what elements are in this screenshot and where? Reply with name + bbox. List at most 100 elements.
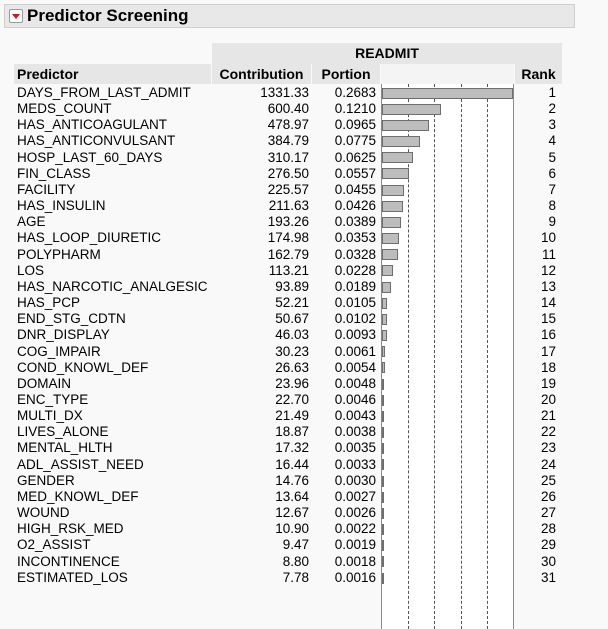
portion-bar <box>382 491 384 503</box>
portion-bar <box>382 136 420 147</box>
table-row[interactable]: MEDS_COUNT 600.40 0.1210 2 <box>14 101 562 117</box>
predictor-cell: POLYPHARM <box>17 246 101 262</box>
portion-bar <box>382 443 384 455</box>
portion-cell: 0.0557 <box>334 165 376 181</box>
table-row[interactable]: ADL_ASSIST_NEED 16.44 0.0033 24 <box>14 457 562 473</box>
portion-bar <box>382 475 384 487</box>
predictor-cell: DNR_DISPLAY <box>17 327 110 343</box>
contribution-cell: 12.67 <box>275 505 309 521</box>
contribution-cell: 7.78 <box>282 569 309 585</box>
rank-cell: 3 <box>548 117 556 133</box>
predictor-cell: LOS <box>17 262 45 278</box>
column-header-rank[interactable]: Rank <box>515 64 562 84</box>
contribution-cell: 162.79 <box>267 246 309 262</box>
portion-cell: 0.0027 <box>334 488 376 504</box>
table-row[interactable]: FACILITY 225.57 0.0455 7 <box>14 182 562 198</box>
portion-cell: 0.0328 <box>334 246 376 262</box>
column-header-portion[interactable]: Portion <box>312 64 380 84</box>
rank-cell: 15 <box>540 311 556 327</box>
table-row[interactable]: COG_IMPAIR 30.23 0.0061 17 <box>14 344 562 360</box>
predictor-cell: INCONTINENCE <box>17 553 120 569</box>
portion-cell: 0.0054 <box>334 359 376 375</box>
portion-bar-chart <box>381 84 514 629</box>
contribution-cell: 310.17 <box>267 149 309 165</box>
contribution-cell: 93.89 <box>275 278 309 294</box>
predictor-cell: HIGH_RSK_MED <box>17 521 124 537</box>
table-row[interactable]: END_STG_CDTN 50.67 0.0102 15 <box>14 311 562 327</box>
outline-header: Predictor Screening <box>4 4 575 28</box>
table-row[interactable]: HAS_PCP 52.21 0.0105 14 <box>14 295 562 311</box>
predictor-cell: HAS_ANTICONVULSANT <box>17 133 176 149</box>
predictor-cell: MED_KNOWL_DEF <box>17 488 139 504</box>
predictor-cell: GENDER <box>17 472 75 488</box>
rank-cell: 2 <box>548 101 556 117</box>
table-row[interactable]: POLYPHARM 162.79 0.0328 11 <box>14 247 562 263</box>
table-row[interactable]: HAS_NARCOTIC_ANALGESIC 93.89 0.0189 13 <box>14 279 562 295</box>
table-row[interactable]: GENDER 14.76 0.0030 25 <box>14 473 562 489</box>
group-header-readmit: READMIT <box>212 43 562 64</box>
column-header-predictor[interactable]: Predictor <box>14 64 211 84</box>
portion-bar <box>382 249 398 261</box>
table-row[interactable]: DAYS_FROM_LAST_ADMIT 1331.33 0.2683 1 <box>14 85 562 101</box>
table-row[interactable]: MULTI_DX 21.49 0.0043 21 <box>14 408 562 424</box>
contribution-cell: 26.63 <box>275 359 309 375</box>
predictor-cell: ADL_ASSIST_NEED <box>17 456 144 472</box>
portion-cell: 0.0965 <box>334 117 376 133</box>
table-row[interactable]: HAS_INSULIN 211.63 0.0426 8 <box>14 198 562 214</box>
contribution-cell: 14.76 <box>275 472 309 488</box>
portion-cell: 0.0026 <box>334 505 376 521</box>
table-row[interactable]: WOUND 12.67 0.0026 27 <box>14 505 562 521</box>
table-row[interactable]: AGE 193.26 0.0389 9 <box>14 214 562 230</box>
disclosure-triangle-icon[interactable] <box>9 9 23 23</box>
rank-cell: 27 <box>540 505 556 521</box>
table-row[interactable]: MENTAL_HLTH 17.32 0.0035 23 <box>14 440 562 456</box>
predictor-cell: FIN_CLASS <box>17 165 91 181</box>
portion-cell: 0.0093 <box>334 327 376 343</box>
column-header-contribution[interactable]: Contribution <box>212 64 311 84</box>
predictor-cell: COG_IMPAIR <box>17 343 101 359</box>
contribution-cell: 16.44 <box>275 456 309 472</box>
table-row[interactable]: INCONTINENCE 8.80 0.0018 30 <box>14 554 562 570</box>
predictor-cell: FACILITY <box>17 181 76 197</box>
portion-bar <box>382 168 410 180</box>
predictor-cell: O2_ASSIST <box>17 537 91 553</box>
portion-cell: 0.0016 <box>334 569 376 585</box>
portion-bar <box>382 281 392 293</box>
table-row[interactable]: LIVES_ALONE 18.87 0.0038 22 <box>14 424 562 440</box>
predictor-cell: ESTIMATED_LOS <box>17 569 128 585</box>
portion-cell: 0.0043 <box>334 408 376 424</box>
contribution-cell: 193.26 <box>267 214 309 230</box>
contribution-cell: 17.32 <box>275 440 309 456</box>
predictor-cell: WOUND <box>17 505 70 521</box>
table-row[interactable]: HAS_ANTICOAGULANT 478.97 0.0965 3 <box>14 117 562 133</box>
table-row[interactable]: O2_ASSIST 9.47 0.0019 29 <box>14 537 562 553</box>
portion-bar <box>382 362 385 374</box>
portion-cell: 0.0030 <box>334 472 376 488</box>
table-row[interactable]: HAS_LOOP_DIURETIC 174.98 0.0353 10 <box>14 230 562 246</box>
table-row[interactable]: LOS 113.21 0.0228 12 <box>14 263 562 279</box>
table-row[interactable]: MED_KNOWL_DEF 13.64 0.0027 26 <box>14 489 562 505</box>
table-row[interactable]: HIGH_RSK_MED 10.90 0.0022 28 <box>14 521 562 537</box>
contribution-cell: 211.63 <box>268 198 309 214</box>
contribution-cell: 50.67 <box>275 311 309 327</box>
portion-cell: 0.0189 <box>334 278 376 294</box>
contribution-cell: 384.79 <box>267 133 309 149</box>
table-row[interactable]: DOMAIN 23.96 0.0048 19 <box>14 376 562 392</box>
contribution-cell: 174.98 <box>267 230 309 246</box>
portion-cell: 0.0019 <box>334 537 376 553</box>
rank-cell: 29 <box>540 537 556 553</box>
contribution-cell: 22.70 <box>275 391 309 407</box>
reference-line <box>460 84 462 629</box>
predictor-cell: HAS_LOOP_DIURETIC <box>17 230 162 246</box>
table-row[interactable]: ESTIMATED_LOS 7.78 0.0016 31 <box>14 570 562 586</box>
rank-cell: 21 <box>540 408 556 424</box>
table-row[interactable]: FIN_CLASS 276.50 0.0557 6 <box>14 166 562 182</box>
portion-bar <box>382 410 385 422</box>
table-row[interactable]: DNR_DISPLAY 46.03 0.0093 16 <box>14 327 562 343</box>
portion-cell: 0.0775 <box>334 133 376 149</box>
contribution-cell: 52.21 <box>275 295 309 311</box>
table-row[interactable]: HAS_ANTICONVULSANT 384.79 0.0775 4 <box>14 133 562 149</box>
table-row[interactable]: COND_KNOWL_DEF 26.63 0.0054 18 <box>14 360 562 376</box>
table-row[interactable]: HOSP_LAST_60_DAYS 310.17 0.0625 5 <box>14 150 562 166</box>
table-row[interactable]: ENC_TYPE 22.70 0.0046 20 <box>14 392 562 408</box>
